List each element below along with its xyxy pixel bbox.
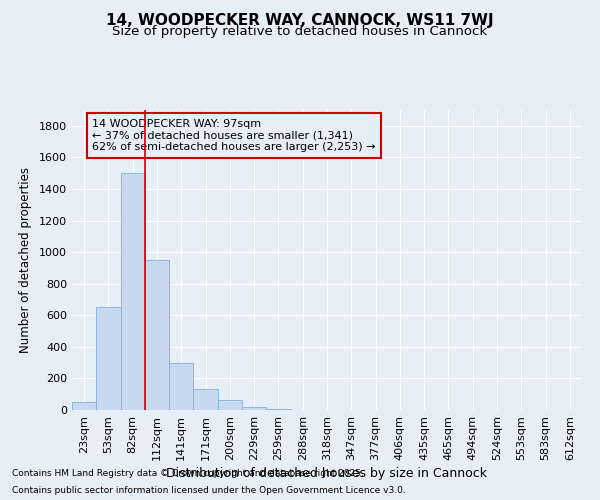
Bar: [169, 364, 193, 410]
Bar: [193, 388, 218, 410]
Bar: [218, 400, 242, 410]
Bar: [72, 402, 96, 410]
Text: Contains public sector information licensed under the Open Government Licence v3: Contains public sector information licen…: [12, 486, 406, 495]
Bar: [242, 407, 266, 410]
Bar: [145, 260, 169, 410]
Bar: [266, 409, 290, 410]
Text: Size of property relative to detached houses in Cannock: Size of property relative to detached ho…: [112, 25, 488, 38]
Bar: [96, 308, 121, 410]
X-axis label: Distribution of detached houses by size in Cannock: Distribution of detached houses by size …: [167, 467, 487, 480]
Bar: [121, 173, 145, 410]
Text: 14 WOODPECKER WAY: 97sqm
← 37% of detached houses are smaller (1,341)
62% of sem: 14 WOODPECKER WAY: 97sqm ← 37% of detach…: [92, 119, 376, 152]
Text: Contains HM Land Registry data © Crown copyright and database right 2025.: Contains HM Land Registry data © Crown c…: [12, 468, 364, 477]
Y-axis label: Number of detached properties: Number of detached properties: [19, 167, 32, 353]
Text: 14, WOODPECKER WAY, CANNOCK, WS11 7WJ: 14, WOODPECKER WAY, CANNOCK, WS11 7WJ: [106, 12, 494, 28]
